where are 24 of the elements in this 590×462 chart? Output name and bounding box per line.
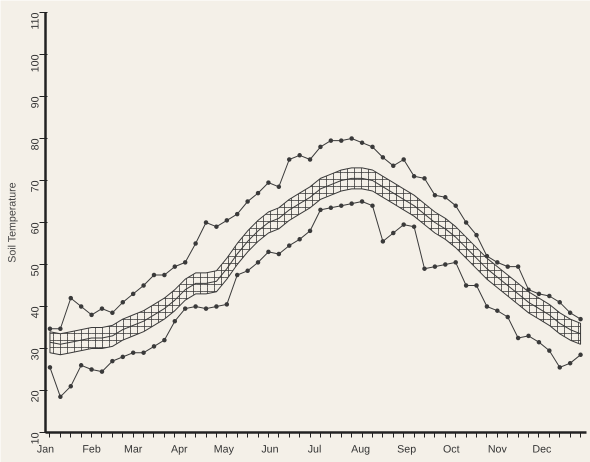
y-tick-label: 10 (30, 432, 42, 444)
y-axis-title: Soil Temperature (6, 182, 18, 263)
x-tick-label: Apr (170, 444, 188, 456)
y-tick-label: 60 (30, 222, 42, 234)
x-tick-label: Dec (532, 444, 552, 456)
y-tick-label: 110 (30, 12, 42, 30)
x-tick-label: Mar (124, 444, 143, 456)
y-tick-label: 80 (30, 138, 42, 150)
y-tick-label: 70 (30, 180, 42, 192)
y-tick-label: 20 (30, 390, 42, 402)
y-tick-label: 90 (30, 96, 42, 108)
x-tick-label: Jun (261, 444, 279, 456)
x-tick-label: Feb (82, 444, 101, 456)
y-tick-label: 30 (30, 348, 42, 360)
x-tick-label: May (214, 444, 235, 456)
x-tick-label: Jul (308, 444, 322, 456)
x-tick-label: Jan (36, 444, 54, 456)
y-tick-label: 50 (30, 264, 42, 276)
x-tick-label: Sep (397, 444, 416, 456)
x-tick-label: Nov (488, 444, 508, 456)
y-tick-label: 100 (30, 54, 42, 72)
y-tick-label: 40 (30, 306, 42, 318)
x-tick-label: Aug (351, 444, 370, 456)
x-tick-label: Oct (442, 444, 460, 456)
